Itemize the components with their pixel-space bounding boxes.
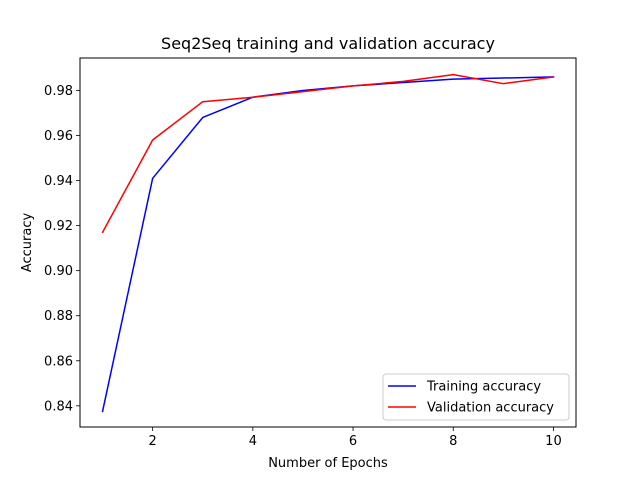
y-axis-label: Accuracy bbox=[20, 213, 35, 273]
legend: Training accuracy Validation accuracy bbox=[382, 373, 570, 421]
x-tick-label: 10 bbox=[545, 434, 562, 449]
y-tick-label: 0.84 bbox=[44, 399, 73, 414]
legend-label-1: Training accuracy bbox=[426, 380, 541, 395]
x-tick-label: 2 bbox=[149, 434, 157, 449]
y-tick-label: 0.86 bbox=[44, 354, 73, 369]
x-tick-label: 4 bbox=[249, 434, 257, 449]
y-tick-label: 0.94 bbox=[44, 174, 73, 189]
x-tick-label: 6 bbox=[349, 434, 357, 449]
series-layer bbox=[101, 73, 555, 413]
y-tick-label: 0.96 bbox=[44, 129, 73, 144]
x-axis-label: Number of Epochs bbox=[268, 456, 388, 471]
series-line-2 bbox=[101, 73, 555, 234]
legend-entries: Training accuracy Validation accuracy bbox=[388, 380, 554, 416]
y-tick-label: 0.98 bbox=[44, 84, 73, 99]
legend-label-2: Validation accuracy bbox=[427, 401, 554, 416]
y-tick-label: 0.90 bbox=[44, 264, 73, 279]
y-tick-label: 0.88 bbox=[44, 309, 73, 324]
x-tick-label: 8 bbox=[449, 434, 457, 449]
x-axis: 2 4 6 8 10 bbox=[149, 427, 562, 449]
legend-box bbox=[382, 373, 570, 421]
y-tick-label: 0.92 bbox=[44, 219, 73, 234]
plot-area bbox=[79, 57, 577, 428]
chart-title: Seq2Seq training and validation accuracy bbox=[161, 34, 495, 53]
plot-frame bbox=[79, 57, 577, 428]
y-axis: 0.84 0.86 0.88 0.90 0.92 0.94 0.96 0.98 bbox=[44, 84, 80, 414]
